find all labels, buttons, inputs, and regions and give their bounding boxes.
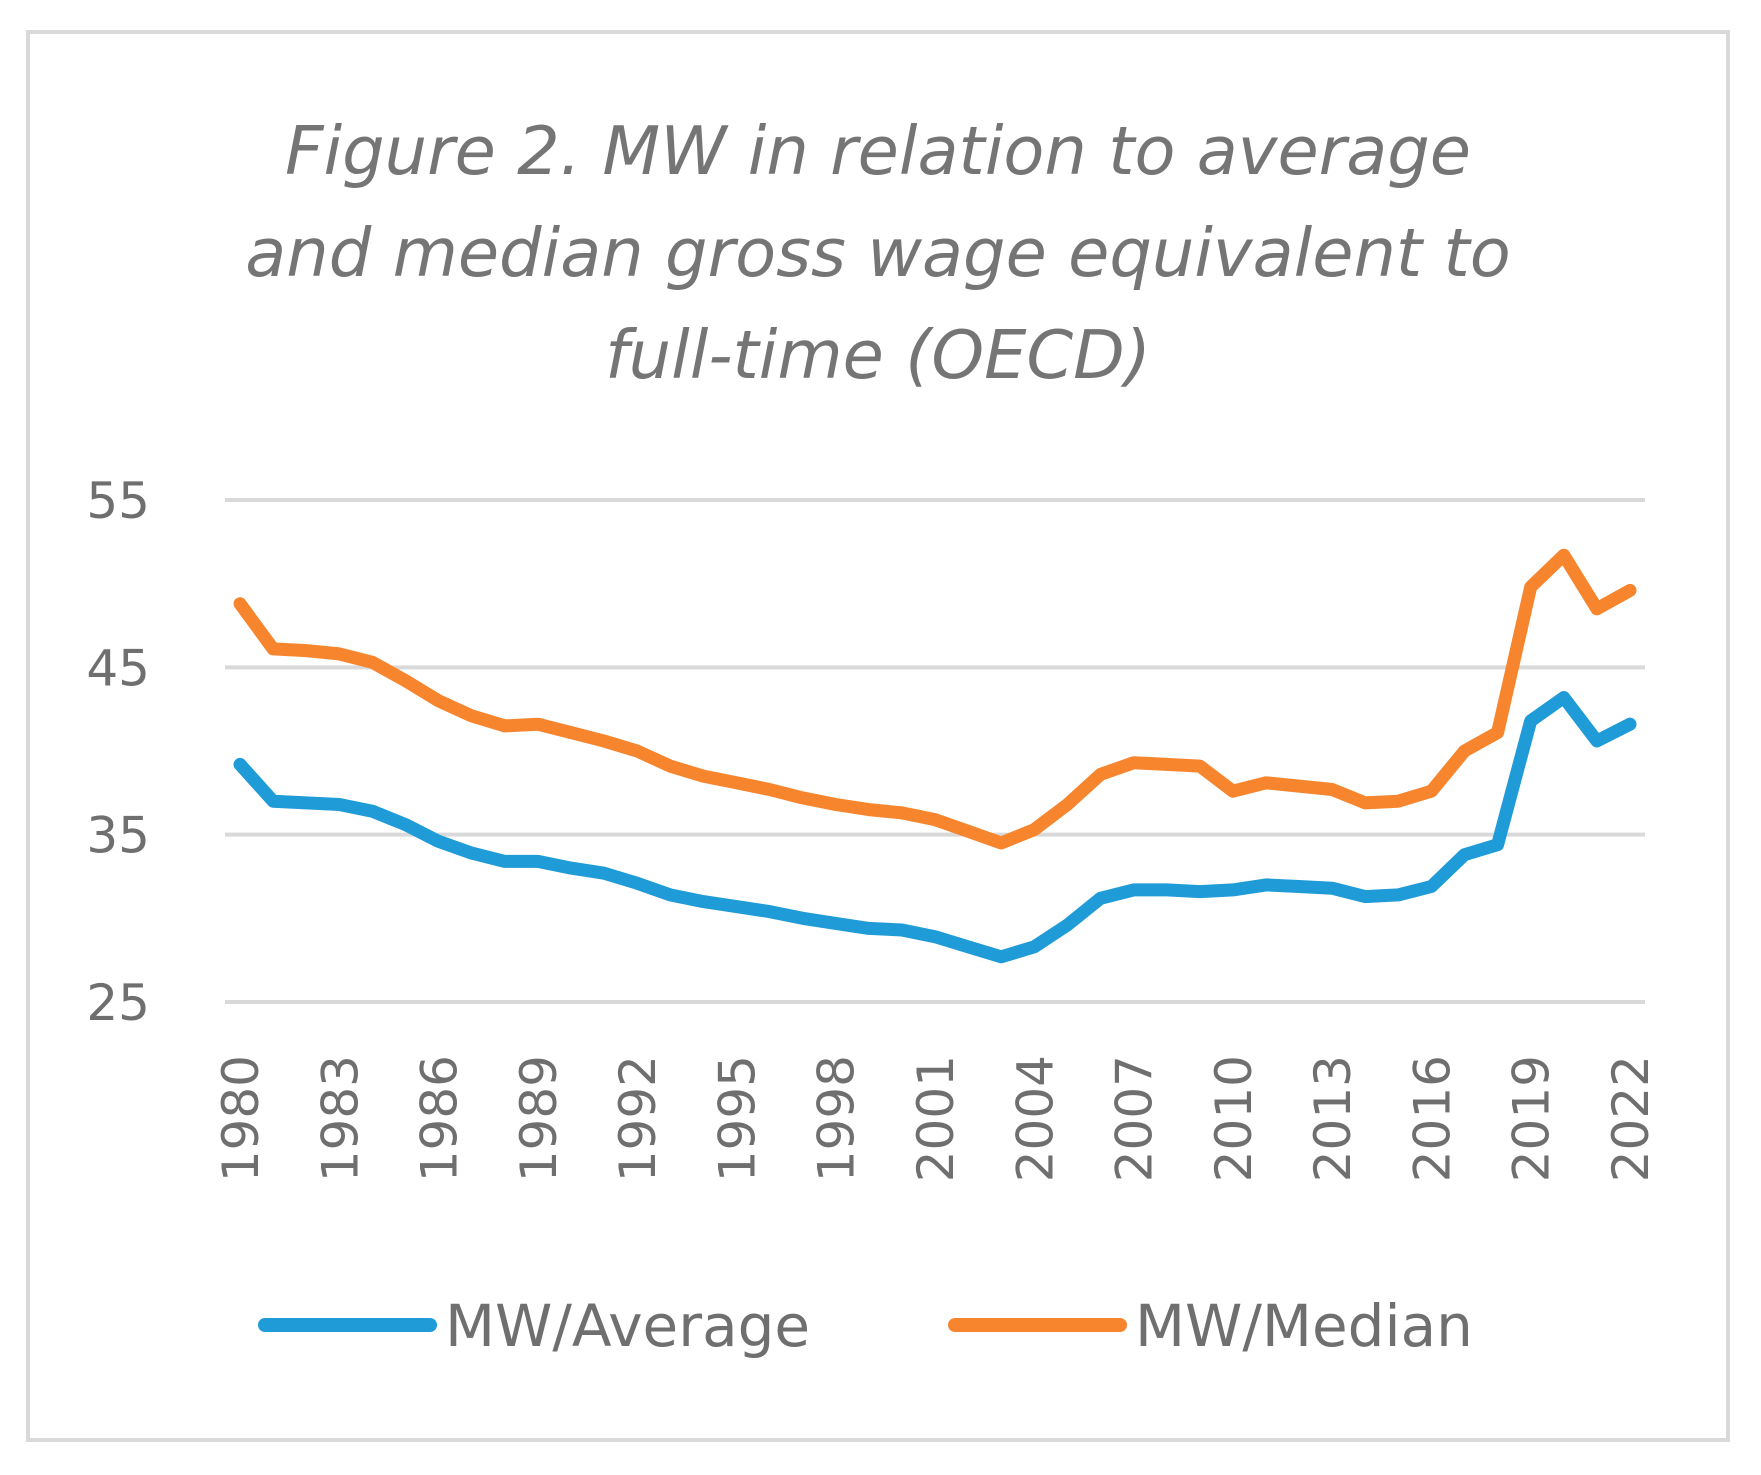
x-tick-label: 1980 (212, 1055, 270, 1182)
x-tick-label: 2013 (1304, 1055, 1362, 1182)
x-tick-label: 1989 (510, 1055, 568, 1182)
chart-title: Figure 2. MW in relation to average and … (26, 100, 1730, 406)
series-lines (233, 548, 1637, 964)
x-tick-label: 2016 (1403, 1055, 1461, 1182)
legend-label: MW/Median (1135, 1292, 1473, 1360)
y-tick-label: 25 (86, 974, 150, 1032)
y-tick-label: 55 (86, 472, 150, 530)
series-line-mw-average (233, 691, 1637, 964)
chart-frame (26, 30, 1730, 1442)
legend: MW/Average MW/Median (258, 1292, 1473, 1360)
gridlines (225, 498, 1645, 1004)
y-axis-ticks: 55 45 35 25 (86, 472, 150, 1032)
x-tick-label: 1986 (411, 1055, 469, 1182)
legend-label: MW/Average (445, 1292, 810, 1360)
x-tick-label: 2010 (1205, 1055, 1263, 1182)
x-tick-label: 2007 (1106, 1055, 1164, 1182)
y-tick-label: 35 (86, 807, 150, 865)
y-tick-label: 45 (86, 639, 150, 697)
x-tick-label: 1998 (808, 1055, 866, 1182)
x-tick-label: 1992 (609, 1055, 667, 1182)
x-tick-label: 2022 (1602, 1055, 1660, 1182)
x-axis-ticks: 1980 1983 1986 1989 1992 1995 1998 2001 2004 2007… (212, 1055, 1660, 1182)
x-tick-label: 2019 (1503, 1055, 1561, 1182)
x-tick-label: 1995 (708, 1055, 766, 1182)
chart-title-line-1: Figure 2. MW in relation to average (284, 112, 1472, 190)
x-tick-label: 2001 (907, 1055, 965, 1182)
x-tick-label: 2004 (1006, 1055, 1064, 1182)
series-line-mw-median (233, 548, 1637, 850)
x-tick-label: 1983 (311, 1055, 369, 1182)
chart-title-line-3: full-time (OECD) (605, 316, 1151, 394)
chart-title-line-2: and median gross wage equivalent to (245, 214, 1511, 292)
